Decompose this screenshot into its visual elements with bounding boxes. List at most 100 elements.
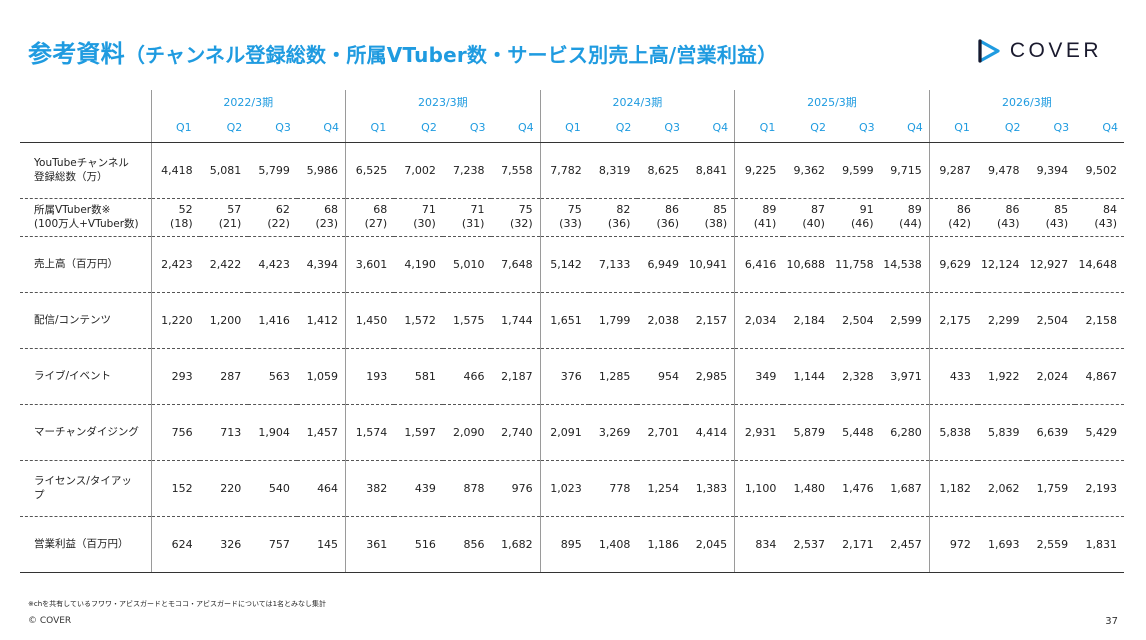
row-label-line: 営業利益（百万円） <box>34 538 129 550</box>
table-cell: 75 (33) <box>539 198 589 237</box>
cell-subvalue: (30) <box>413 217 436 230</box>
quarter-header: Q3 <box>248 114 297 143</box>
table-cell: 1,416 <box>248 292 297 349</box>
table-cell: 145 <box>296 516 346 573</box>
table-cell: 91 (46) <box>831 198 881 237</box>
footnote: ※chを共有しているフワワ・アビスガードとモココ・アビスガードについては1名とみ… <box>28 600 327 608</box>
table-cell: 89 (41) <box>734 198 784 237</box>
cell-subvalue: (31) <box>461 217 485 230</box>
table-cell: 8,319 <box>588 142 638 199</box>
table-cell: 349 <box>734 348 784 405</box>
cell-value: 52 <box>178 203 193 216</box>
cover-play-icon <box>978 39 1000 63</box>
table-cell: 86 (36) <box>637 198 687 237</box>
row-label: ライセンス/タイアップ <box>20 460 151 517</box>
table-cell: 8,625 <box>637 142 687 199</box>
copyright: © COVER <box>28 616 72 626</box>
table-row: 営業利益（百万円） 624 326 757 145 361 516 856 1,682 895 1,… <box>20 516 1124 573</box>
table-cell: 6,639 <box>1026 404 1076 461</box>
page-number: 37 <box>1105 616 1118 627</box>
table-cell: 6,416 <box>734 236 784 293</box>
table-cell: 2,157 <box>686 292 735 349</box>
table-cell: 2,193 <box>1075 460 1124 517</box>
quarter-header: Q1 <box>734 114 784 143</box>
table-cell: 1,922 <box>977 348 1027 405</box>
table-cell: 2,985 <box>686 348 735 405</box>
table-cell: 972 <box>928 516 978 573</box>
table-cell: 4,418 <box>150 142 200 199</box>
table-cell: 10,688 <box>783 236 832 293</box>
year-header-row: 2022/3期 2023/3期 2024/3期 2025/3期 2026/3期 <box>20 90 1124 114</box>
quarter-header: Q2 <box>394 114 443 143</box>
table-cell: 624 <box>150 516 200 573</box>
table-cell: 439 <box>394 460 443 517</box>
row-label: 所属VTuber数※ (100万人+VTuber数) <box>20 198 151 237</box>
table-cell: 1,693 <box>977 516 1027 573</box>
table-cell: 193 <box>345 348 395 405</box>
cell-value: 89 <box>762 203 777 216</box>
table-cell: 5,142 <box>539 236 589 293</box>
row-label-line: 所属VTuber数※ <box>34 204 111 216</box>
table-cell: 1,457 <box>296 404 346 461</box>
table-cell: 9,502 <box>1075 142 1124 199</box>
table-cell: 2,184 <box>783 292 832 349</box>
cell-value: 85 <box>1054 203 1069 216</box>
table-body: YouTubeチャンネル 登録総数（万） 4,418 5,081 5,799 5,986 6… <box>20 142 1124 573</box>
table-cell: 326 <box>199 516 249 573</box>
table-cell: 1,412 <box>296 292 346 349</box>
table-cell: 5,838 <box>928 404 978 461</box>
row-label: YouTubeチャンネル 登録総数（万） <box>20 142 151 199</box>
table-cell: 1,220 <box>150 292 200 349</box>
table-cell: 5,879 <box>783 404 832 461</box>
table-row: YouTubeチャンネル 登録総数（万） 4,418 5,081 5,799 5,986 6… <box>20 142 1124 199</box>
table-cell: 85 (38) <box>686 198 735 237</box>
table-cell: 4,423 <box>248 236 297 293</box>
row-label: 営業利益（百万円） <box>20 516 151 573</box>
table-cell: 7,133 <box>588 236 638 293</box>
table-row: 配信/コンテンツ 1,220 1,200 1,416 1,412 1,450 1,572 1,… <box>20 292 1124 349</box>
table-cell: 2,091 <box>539 404 589 461</box>
table-cell: 1,285 <box>588 348 638 405</box>
table-cell: 62 (22) <box>248 198 297 237</box>
financial-data-table: 2022/3期 2023/3期 2024/3期 2025/3期 2026/3期 … <box>20 90 1124 573</box>
cell-value: 57 <box>227 203 242 216</box>
table-cell: 2,504 <box>1026 292 1076 349</box>
year-header: 2023/3期 <box>345 90 541 114</box>
quarter-header: Q4 <box>686 114 735 143</box>
table-cell: 756 <box>150 404 200 461</box>
table-cell: 2,537 <box>783 516 832 573</box>
table-cell: 954 <box>637 348 687 405</box>
cell-value: 71 <box>421 203 436 216</box>
quarter-header: Q1 <box>539 114 589 143</box>
table-cell: 11,758 <box>831 236 881 293</box>
table-cell: 1,572 <box>394 292 443 349</box>
table-cell: 856 <box>442 516 492 573</box>
table-cell: 1,476 <box>831 460 881 517</box>
table-cell: 68 (23) <box>296 198 346 237</box>
table-cell: 3,601 <box>345 236 395 293</box>
table-cell: 4,394 <box>296 236 346 293</box>
row-label-line: 売上高（百万円） <box>34 258 118 270</box>
quarter-header: Q4 <box>491 114 541 143</box>
table-cell: 466 <box>442 348 492 405</box>
cell-subvalue: (23) <box>315 217 339 230</box>
table-cell: 6,525 <box>345 142 395 199</box>
table-cell: 540 <box>248 460 297 517</box>
table-cell: 9,225 <box>734 142 784 199</box>
table-cell: 2,024 <box>1026 348 1076 405</box>
table-cell: 1,254 <box>637 460 687 517</box>
table-cell: 1,200 <box>199 292 249 349</box>
table-cell: 5,010 <box>442 236 492 293</box>
table-cell: 1,023 <box>539 460 589 517</box>
table-cell: 1,574 <box>345 404 395 461</box>
table-cell: 2,422 <box>199 236 249 293</box>
table-cell: 1,904 <box>248 404 297 461</box>
cell-value: 62 <box>275 203 290 216</box>
table-cell: 382 <box>345 460 395 517</box>
cell-subvalue: (41) <box>753 217 777 230</box>
table-cell: 2,299 <box>977 292 1027 349</box>
table-cell: 87 (40) <box>783 198 832 237</box>
table-cell: 287 <box>199 348 249 405</box>
table-cell: 89 (44) <box>880 198 930 237</box>
cell-value: 82 <box>616 203 631 216</box>
